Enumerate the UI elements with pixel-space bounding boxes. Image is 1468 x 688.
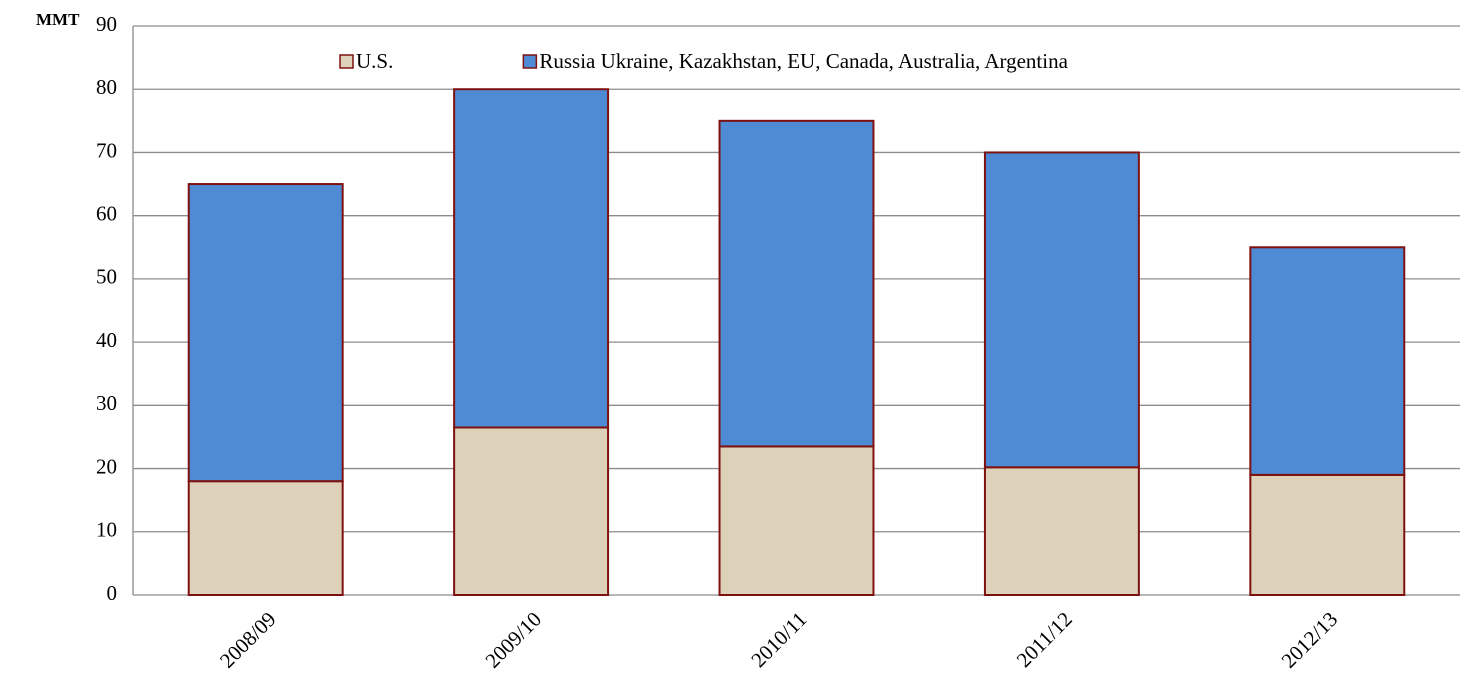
y-tick-label: 90 xyxy=(96,12,117,36)
bar-segment xyxy=(718,445,875,596)
legend-swatch xyxy=(522,54,538,69)
legend-label: U.S. xyxy=(356,49,393,73)
bar-segment xyxy=(1249,473,1406,596)
y-tick-label: 80 xyxy=(96,75,117,99)
bar-segment xyxy=(1249,246,1406,476)
y-tick-label: 10 xyxy=(96,518,117,542)
y-axis-label: MMT xyxy=(36,10,80,29)
x-tick-label: 2010/11 xyxy=(746,607,811,672)
y-tick-label: 50 xyxy=(96,265,117,289)
bar-segment xyxy=(983,151,1140,469)
legend-swatch xyxy=(339,54,354,69)
bar-segment xyxy=(453,88,610,429)
y-tick-label: 40 xyxy=(96,328,117,352)
y-tick-label: 70 xyxy=(96,138,117,162)
y-tick-label: 60 xyxy=(96,201,117,225)
bar-segment xyxy=(187,480,344,597)
y-tick-label: 0 xyxy=(107,581,118,605)
x-tick-label: 2008/09 xyxy=(215,607,281,673)
bar-segment xyxy=(718,119,875,448)
bar-segment xyxy=(453,426,610,597)
bar-segment xyxy=(187,183,344,483)
x-tick-label: 2009/10 xyxy=(480,607,546,673)
x-tick-label: 2011/12 xyxy=(1012,607,1077,672)
bar-segment xyxy=(983,466,1140,596)
y-tick-label: 30 xyxy=(96,391,117,415)
legend-label: Russia Ukraine, Kazakhstan, EU, Canada, … xyxy=(539,49,1068,73)
x-tick-label: 2012/13 xyxy=(1277,607,1343,673)
y-tick-label: 20 xyxy=(96,454,117,478)
